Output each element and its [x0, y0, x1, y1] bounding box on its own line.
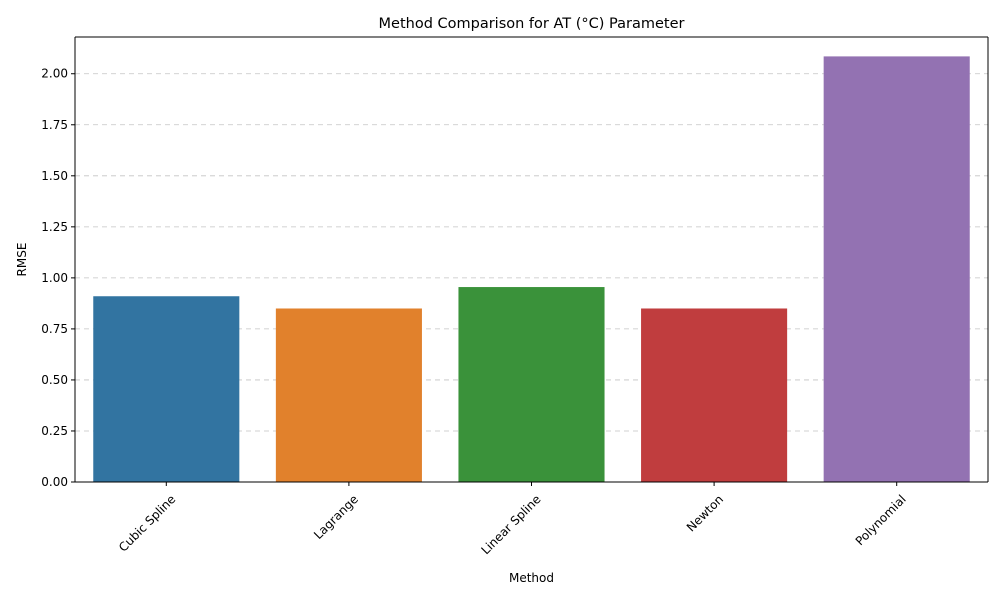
x-tick-label: Polynomial — [853, 492, 909, 548]
x-axis-title: Method — [509, 571, 554, 585]
y-tick-label: 1.50 — [41, 169, 68, 183]
x-axis-ticks: Cubic Spline Lagrange Linear Spline Newton P… — [116, 482, 909, 557]
y-tick-label: 0.25 — [41, 424, 68, 438]
y-tick-label: 1.25 — [41, 220, 68, 234]
y-tick-label: 1.75 — [41, 118, 68, 132]
bar-linear-spline — [458, 287, 605, 482]
y-tick-label: 0.00 — [41, 475, 68, 489]
chart-title: Method Comparison for AT (°C) Parameter — [379, 16, 685, 32]
y-axis-title: RMSE — [15, 243, 29, 277]
x-tick-label: Newton — [684, 492, 726, 534]
bar-cubic-spline — [93, 296, 240, 482]
x-tick-label: Lagrange — [311, 492, 361, 542]
x-tick-label: Cubic Spline — [116, 492, 178, 554]
bar-newton — [641, 308, 788, 482]
y-axis-ticks: 0.00 0.25 0.50 0.75 1.00 1.25 1.50 1.75 2.00 — [41, 67, 75, 489]
y-tick-label: 0.50 — [41, 373, 68, 387]
y-tick-label: 1.00 — [41, 271, 68, 285]
bar-lagrange — [275, 308, 422, 482]
y-tick-label: 0.75 — [41, 322, 68, 336]
bars — [93, 56, 970, 482]
y-tick-label: 2.00 — [41, 67, 68, 81]
x-tick-label: Linear Spline — [479, 492, 544, 557]
bar-polynomial — [823, 56, 970, 482]
